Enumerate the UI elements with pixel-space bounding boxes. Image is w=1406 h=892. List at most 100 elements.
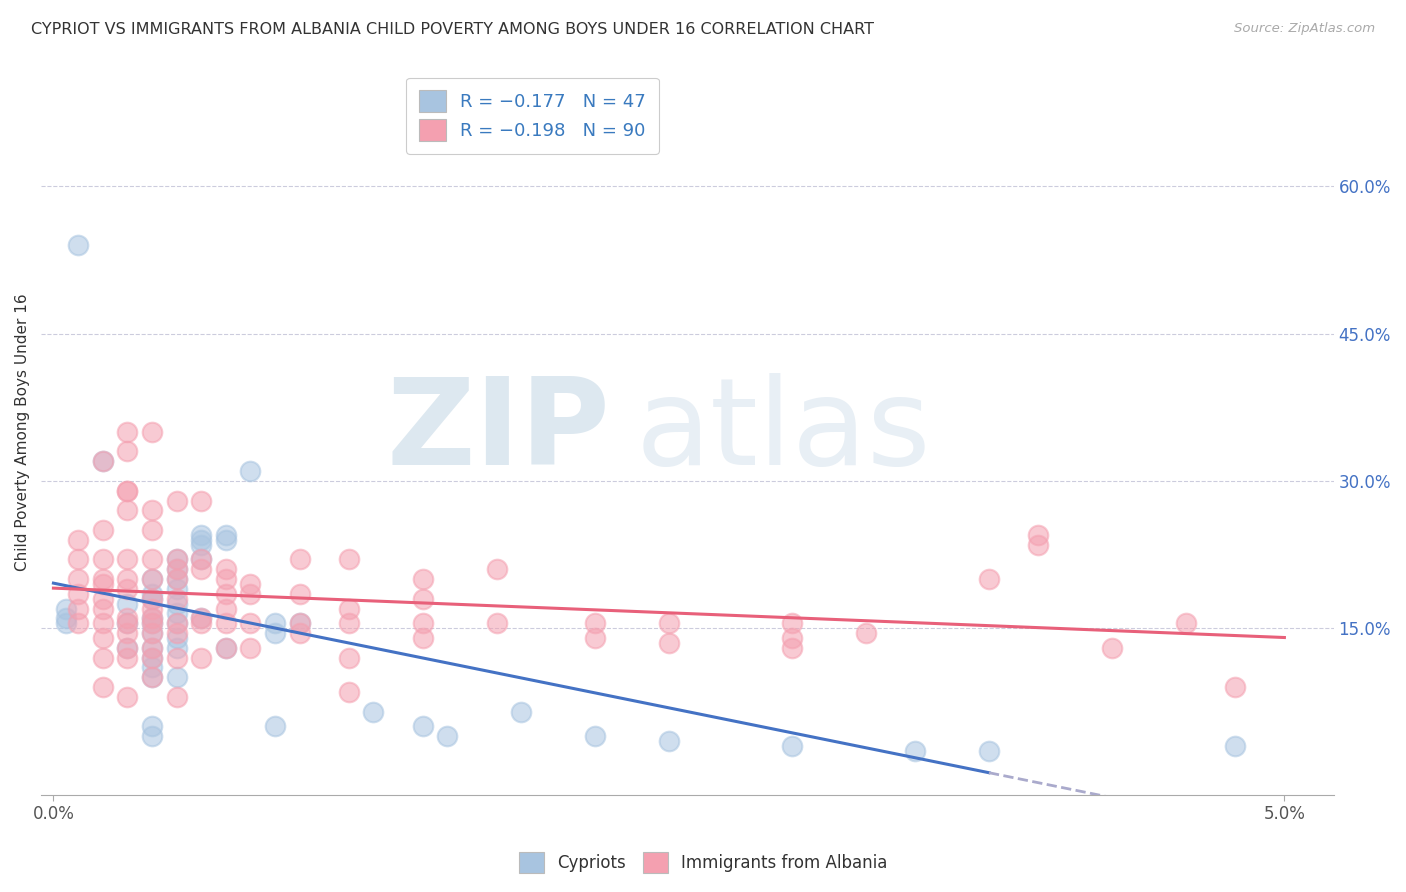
Point: [67, 533, 90, 547]
Point: [141, 650, 163, 665]
Point: [412, 572, 434, 586]
Point: [1026, 538, 1049, 552]
Point: [117, 582, 139, 596]
Text: CYPRIOT VS IMMIGRANTS FROM ALBANIA CHILD POVERTY AMONG BOYS UNDER 16 CORRELATION: CYPRIOT VS IMMIGRANTS FROM ALBANIA CHILD…: [31, 22, 875, 37]
Point: [190, 611, 212, 625]
Point: [141, 572, 163, 586]
Point: [117, 444, 139, 458]
Point: [337, 552, 360, 566]
Point: [141, 425, 163, 439]
Point: [239, 616, 262, 631]
Point: [166, 552, 188, 566]
Point: [91, 616, 114, 631]
Point: [412, 719, 434, 733]
Point: [855, 626, 877, 640]
Point: [190, 528, 212, 542]
Point: [215, 640, 238, 655]
Point: [141, 616, 163, 631]
Point: [117, 597, 139, 611]
Point: [166, 640, 188, 655]
Point: [166, 616, 188, 631]
Point: [141, 591, 163, 606]
Point: [337, 685, 360, 699]
Point: [67, 601, 90, 615]
Point: [239, 577, 262, 591]
Point: [141, 626, 163, 640]
Point: [412, 631, 434, 645]
Point: [117, 483, 139, 498]
Point: [215, 616, 238, 631]
Point: [166, 562, 188, 576]
Point: [190, 538, 212, 552]
Point: [67, 616, 90, 631]
Point: [215, 533, 238, 547]
Point: [288, 552, 311, 566]
Point: [166, 690, 188, 704]
Point: [215, 601, 238, 615]
Point: [215, 562, 238, 576]
Point: [658, 616, 681, 631]
Text: atlas: atlas: [636, 373, 931, 491]
Y-axis label: Child Poverty Among Boys Under 16: Child Poverty Among Boys Under 16: [15, 293, 30, 571]
Point: [190, 493, 212, 508]
Point: [117, 640, 139, 655]
Point: [141, 660, 163, 674]
Point: [264, 626, 287, 640]
Point: [239, 587, 262, 601]
Point: [215, 587, 238, 601]
Point: [117, 616, 139, 631]
Point: [117, 552, 139, 566]
Point: [166, 572, 188, 586]
Point: [977, 744, 1000, 758]
Point: [239, 640, 262, 655]
Point: [166, 562, 188, 576]
Point: [166, 616, 188, 631]
Point: [67, 238, 90, 252]
Point: [1223, 739, 1246, 753]
Point: [977, 572, 1000, 586]
Point: [190, 552, 212, 566]
Point: [436, 729, 458, 743]
Point: [166, 631, 188, 645]
Point: [91, 631, 114, 645]
Point: [166, 607, 188, 621]
Point: [337, 650, 360, 665]
Point: [166, 597, 188, 611]
Point: [288, 626, 311, 640]
Point: [190, 533, 212, 547]
Point: [117, 483, 139, 498]
Point: [141, 572, 163, 586]
Point: [117, 616, 139, 631]
Point: [91, 577, 114, 591]
Point: [583, 631, 606, 645]
Point: [141, 523, 163, 537]
Point: [904, 744, 927, 758]
Point: [55, 601, 77, 615]
Point: [264, 616, 287, 631]
Text: Source: ZipAtlas.com: Source: ZipAtlas.com: [1234, 22, 1375, 36]
Point: [141, 729, 163, 743]
Point: [91, 680, 114, 694]
Point: [166, 650, 188, 665]
Point: [141, 611, 163, 625]
Point: [780, 616, 803, 631]
Point: [1223, 680, 1246, 694]
Point: [67, 587, 90, 601]
Point: [141, 601, 163, 615]
Point: [780, 631, 803, 645]
Legend: R = −0.177   N = 47, R = −0.198   N = 90: R = −0.177 N = 47, R = −0.198 N = 90: [406, 78, 658, 154]
Point: [190, 611, 212, 625]
Point: [288, 616, 311, 631]
Point: [141, 552, 163, 566]
Point: [117, 572, 139, 586]
Point: [91, 650, 114, 665]
Point: [141, 587, 163, 601]
Point: [55, 611, 77, 625]
Point: [141, 611, 163, 625]
Point: [1174, 616, 1197, 631]
Point: [117, 503, 139, 517]
Point: [166, 572, 188, 586]
Point: [91, 591, 114, 606]
Point: [117, 425, 139, 439]
Point: [91, 601, 114, 615]
